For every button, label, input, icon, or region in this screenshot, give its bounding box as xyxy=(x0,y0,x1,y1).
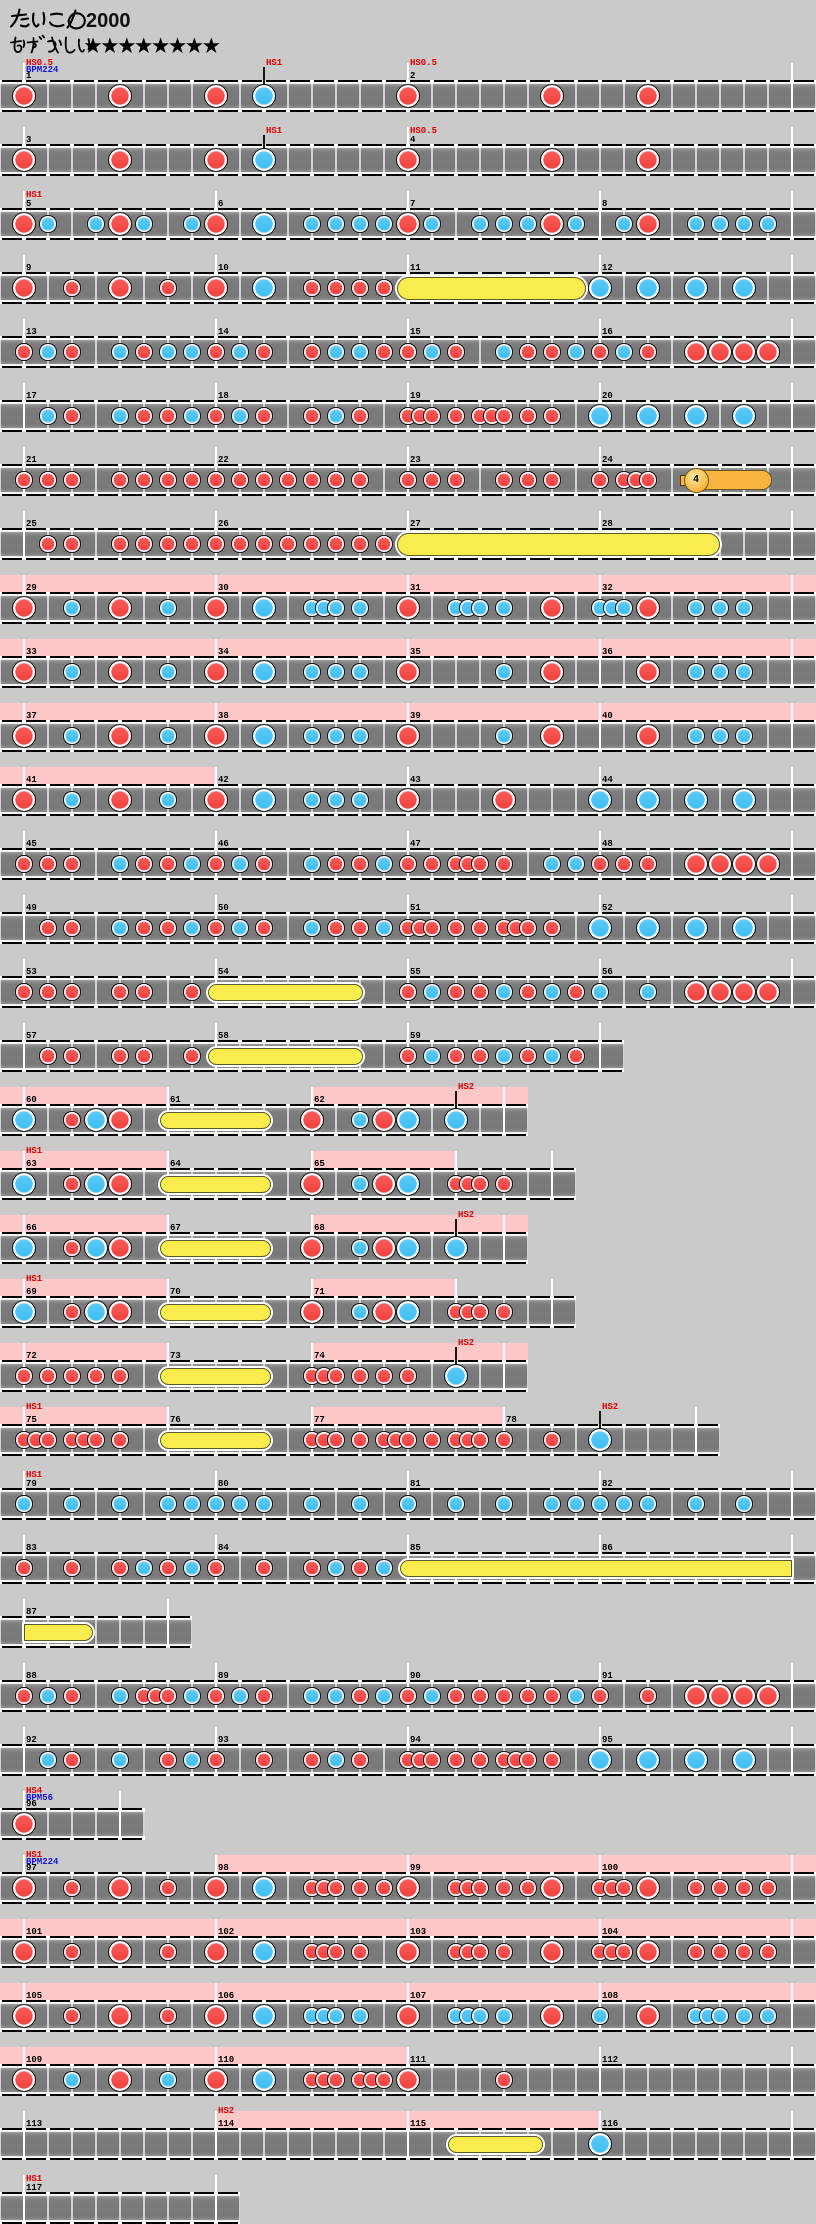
svg-text:2000: 2000 xyxy=(86,10,131,32)
